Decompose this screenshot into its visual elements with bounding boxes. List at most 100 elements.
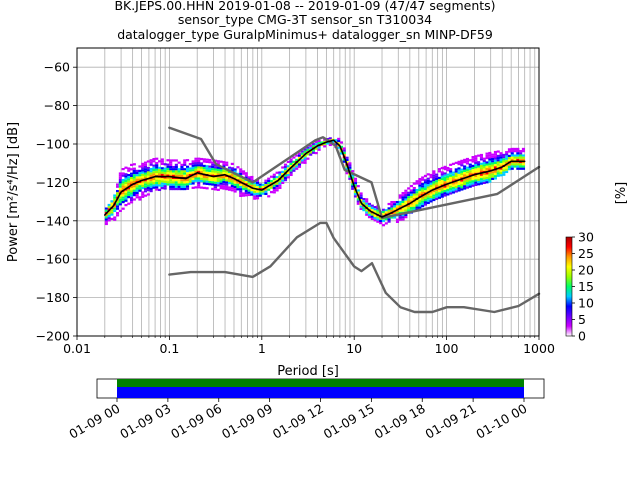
heatmap-cell <box>230 184 234 188</box>
heatmap-cell <box>505 155 509 158</box>
heatmap-cell <box>496 154 500 158</box>
heatmap-cell <box>197 168 201 171</box>
heatmap-cell <box>272 186 276 190</box>
heatmap-cell <box>130 190 134 193</box>
heatmap-cell <box>180 165 184 169</box>
heatmap-cell <box>166 174 170 177</box>
time-tick-label: 01-10 00 <box>473 401 529 442</box>
heatmap-cell <box>113 216 117 219</box>
heatmap-cell <box>432 194 436 197</box>
heatmap-cell <box>488 165 492 168</box>
heatmap-cell <box>387 209 391 212</box>
heatmap-cell <box>373 217 377 220</box>
heatmap-cell <box>395 209 400 212</box>
heatmap-cell <box>191 169 195 172</box>
heatmap-cell <box>440 180 444 183</box>
heatmap-cell <box>479 182 483 185</box>
heatmap-cell <box>149 185 153 188</box>
heatmap-cell <box>342 147 346 150</box>
heatmap-cell <box>499 154 503 157</box>
heatmap-cell <box>482 159 486 163</box>
heatmap-cell <box>306 153 310 156</box>
heatmap-cell <box>152 182 156 185</box>
heatmap-cell <box>253 197 257 200</box>
heatmap-cell <box>177 170 181 173</box>
heatmap-cell <box>303 157 307 160</box>
heatmap-cell <box>149 189 153 193</box>
heatmap-cell <box>275 171 279 174</box>
heatmap-cell <box>407 187 411 190</box>
heatmap-cell <box>258 194 262 197</box>
heatmap-cell <box>225 161 229 164</box>
heatmap-cell <box>130 192 134 195</box>
heatmap-cell <box>160 158 164 161</box>
heatmap-cell <box>460 183 464 187</box>
heatmap-cell <box>185 174 190 177</box>
heatmap-cell <box>365 202 369 205</box>
heatmap-cell <box>409 204 414 207</box>
heatmap-cell <box>485 154 489 157</box>
heatmap-cell <box>202 186 206 190</box>
heatmap-cell <box>144 172 148 175</box>
heatmap-cell <box>460 159 464 162</box>
heatmap-cell <box>239 179 243 182</box>
heatmap-cell <box>426 184 430 187</box>
heatmap-cell <box>278 182 282 185</box>
heatmap-cell <box>502 169 506 172</box>
heatmap-cell <box>435 180 439 183</box>
heatmap-cell <box>185 172 190 175</box>
heatmap-cell <box>337 146 341 149</box>
heatmap-cell <box>451 189 456 192</box>
heatmap-cell <box>421 202 425 206</box>
colorbar-label: [%] <box>614 182 629 205</box>
heatmap-cell <box>225 185 229 189</box>
heatmap-cell <box>418 178 422 181</box>
time-tick-label: 01-09 03 <box>117 401 173 442</box>
heatmap-cell <box>169 159 173 162</box>
heatmap-cell <box>144 165 148 169</box>
heatmap-cell <box>412 197 416 201</box>
heatmap-cell <box>208 183 212 186</box>
heatmap-cell <box>127 191 131 194</box>
heatmap-cell <box>496 161 500 164</box>
heatmap-cell <box>463 183 467 186</box>
heatmap-cell <box>267 179 271 183</box>
heatmap-cell <box>387 220 391 223</box>
heatmap-cell <box>286 160 290 164</box>
heatmap-cell <box>359 203 363 206</box>
title-line-3: datalogger_type GuralpMinimus+ datalogge… <box>117 27 493 42</box>
heatmap-cell <box>110 204 114 207</box>
heatmap-cell <box>373 208 377 211</box>
heatmap-cell <box>510 152 514 155</box>
heatmap-cell <box>491 160 495 163</box>
heatmap-cell <box>191 175 195 178</box>
heatmap-cell <box>177 161 181 164</box>
heatmap-cell <box>138 198 142 201</box>
heatmap-cell <box>463 169 467 173</box>
heatmap-cell <box>457 184 461 188</box>
heatmap-cell <box>208 178 212 181</box>
heatmap-cell <box>351 170 355 173</box>
heatmap-cell <box>482 177 486 180</box>
heatmap-cell <box>244 185 248 188</box>
heatmap-cell <box>471 167 475 170</box>
heatmap-cell <box>398 203 402 206</box>
heatmap-cell <box>272 178 276 181</box>
heatmap-cell <box>446 173 450 176</box>
heatmap-cell <box>197 177 201 180</box>
heatmap-cell <box>121 181 125 184</box>
heatmap-cell <box>205 171 209 174</box>
heatmap-cell <box>253 184 257 187</box>
heatmap-cell <box>521 165 525 168</box>
heatmap-cell <box>127 193 131 197</box>
heatmap-cell <box>359 207 363 210</box>
heatmap-cell <box>124 199 128 202</box>
heatmap-cell <box>213 188 218 191</box>
time-tick-label: 01-09 21 <box>422 401 478 442</box>
heatmap-cell <box>474 170 478 173</box>
heatmap-cell <box>426 179 430 183</box>
heatmap-cell <box>138 169 142 172</box>
heatmap-cell <box>180 174 184 177</box>
heatmap-cell <box>292 165 296 168</box>
heatmap-cell <box>174 174 178 177</box>
